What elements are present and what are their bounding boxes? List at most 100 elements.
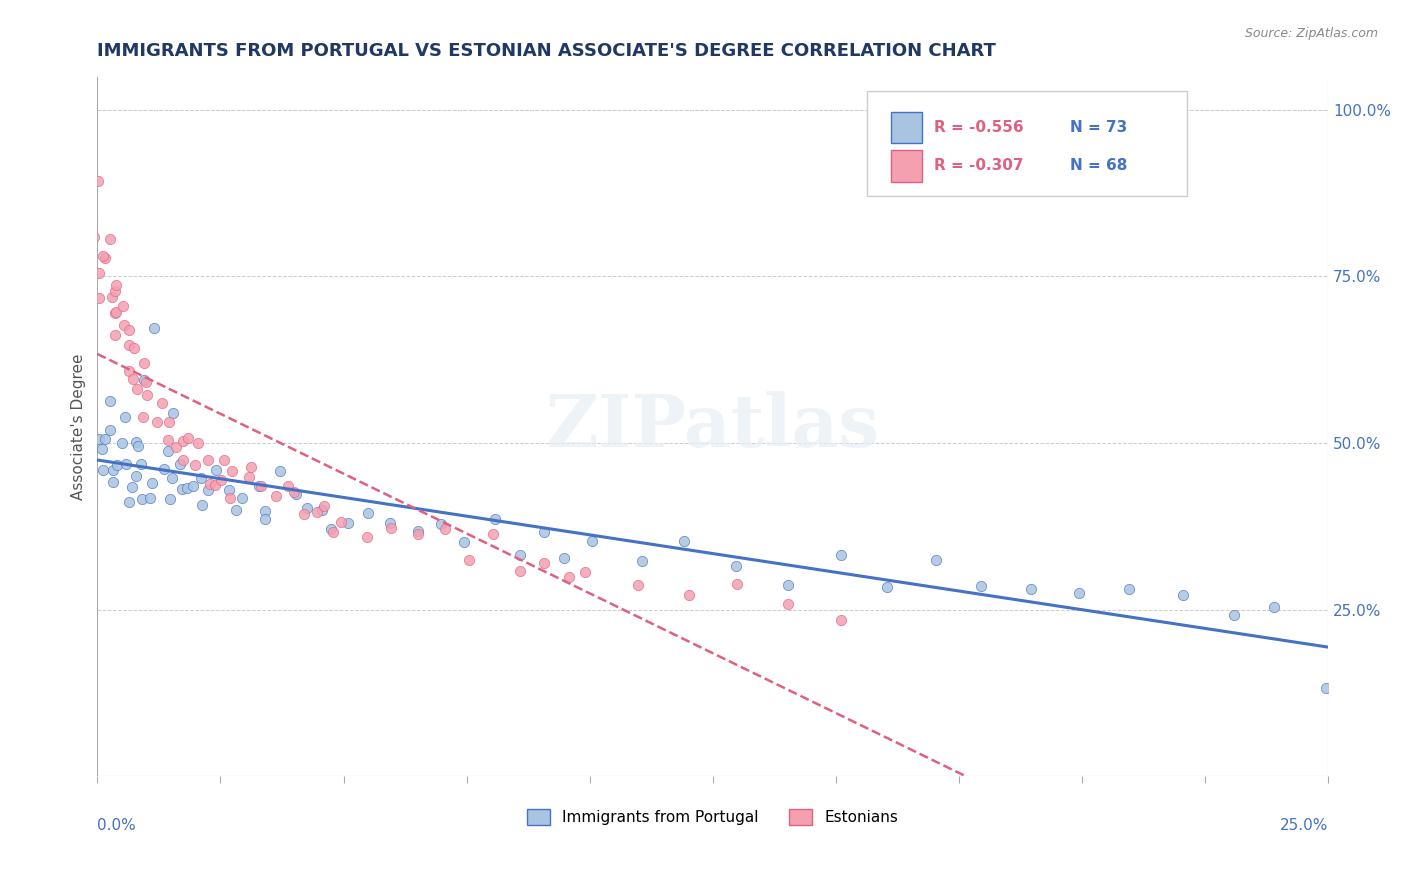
Point xyxy=(121,372,143,386)
Point xyxy=(380,516,402,530)
Point xyxy=(165,440,187,454)
Point xyxy=(105,458,128,473)
Point xyxy=(118,494,141,508)
Text: 25.0%: 25.0% xyxy=(1279,818,1329,833)
Point xyxy=(184,458,207,472)
Point xyxy=(240,460,263,475)
Point xyxy=(159,492,181,507)
Point xyxy=(1118,582,1140,597)
Point xyxy=(1315,681,1337,696)
Y-axis label: Associate's Degree: Associate's Degree xyxy=(72,353,86,500)
Text: ZIPatlas: ZIPatlas xyxy=(546,391,880,462)
Point xyxy=(91,249,114,263)
Point xyxy=(876,580,898,594)
Point xyxy=(118,364,141,378)
Point xyxy=(122,341,145,355)
Point xyxy=(104,306,127,320)
Point xyxy=(225,503,247,517)
Point xyxy=(177,431,200,445)
Point xyxy=(204,477,226,491)
Point xyxy=(121,480,143,494)
Point xyxy=(581,533,603,548)
Point xyxy=(197,452,219,467)
Point xyxy=(132,356,155,370)
Point xyxy=(1171,588,1194,602)
Text: Source: ZipAtlas.com: Source: ZipAtlas.com xyxy=(1244,27,1378,40)
Point xyxy=(94,251,117,265)
Point xyxy=(169,457,191,471)
Point xyxy=(357,506,380,520)
Point xyxy=(190,470,212,484)
Point xyxy=(135,375,157,389)
Point xyxy=(114,457,136,471)
Point xyxy=(231,491,253,505)
Point xyxy=(127,439,149,453)
Text: N = 73: N = 73 xyxy=(1070,120,1128,136)
Point xyxy=(187,435,209,450)
Point xyxy=(356,531,378,545)
Point xyxy=(311,503,333,517)
Point xyxy=(284,487,307,501)
Point xyxy=(380,521,402,535)
Point xyxy=(190,498,212,512)
Point xyxy=(157,416,180,430)
Point xyxy=(91,442,114,456)
Point xyxy=(969,579,991,593)
Point xyxy=(118,337,141,351)
Point xyxy=(86,174,108,188)
Point xyxy=(101,463,124,477)
Text: N = 68: N = 68 xyxy=(1070,158,1128,173)
Point xyxy=(218,483,240,498)
Point xyxy=(429,517,451,532)
Point xyxy=(100,290,122,304)
Point xyxy=(132,374,155,388)
Point xyxy=(143,321,166,335)
Point xyxy=(104,284,127,298)
Point xyxy=(1019,582,1042,597)
Point xyxy=(114,409,136,424)
Point xyxy=(118,323,141,337)
Point xyxy=(172,453,194,467)
Point xyxy=(433,522,456,536)
Point xyxy=(238,470,260,484)
Point xyxy=(778,597,800,611)
Point xyxy=(533,525,555,540)
Point xyxy=(509,564,531,578)
Point xyxy=(277,479,299,493)
Point xyxy=(307,505,329,519)
Point xyxy=(98,394,121,409)
Point xyxy=(269,464,291,478)
Point xyxy=(87,291,110,305)
FancyBboxPatch shape xyxy=(866,91,1187,195)
Point xyxy=(160,470,183,484)
Point xyxy=(176,481,198,495)
Point xyxy=(138,491,160,505)
Point xyxy=(250,478,273,492)
Point xyxy=(283,485,305,500)
Point xyxy=(221,464,243,478)
Point xyxy=(87,432,110,446)
Point xyxy=(406,527,429,541)
FancyBboxPatch shape xyxy=(891,150,922,182)
Point xyxy=(153,462,176,476)
Point xyxy=(1263,600,1285,615)
Point xyxy=(157,444,180,458)
Point xyxy=(295,501,318,516)
Point xyxy=(330,515,353,529)
Point xyxy=(254,504,277,518)
Point xyxy=(91,463,114,477)
Point xyxy=(170,482,193,496)
Point xyxy=(112,318,135,333)
Point xyxy=(924,553,946,567)
Point xyxy=(830,549,852,563)
Point xyxy=(181,479,204,493)
Point xyxy=(150,396,173,410)
Point xyxy=(136,388,159,402)
Point xyxy=(264,489,287,503)
Point xyxy=(484,512,506,526)
Text: R = -0.307: R = -0.307 xyxy=(934,158,1024,173)
Legend: Immigrants from Portugal, Estonians: Immigrants from Portugal, Estonians xyxy=(522,804,904,831)
Point xyxy=(322,524,344,539)
Point xyxy=(111,435,134,450)
Point xyxy=(146,415,169,429)
